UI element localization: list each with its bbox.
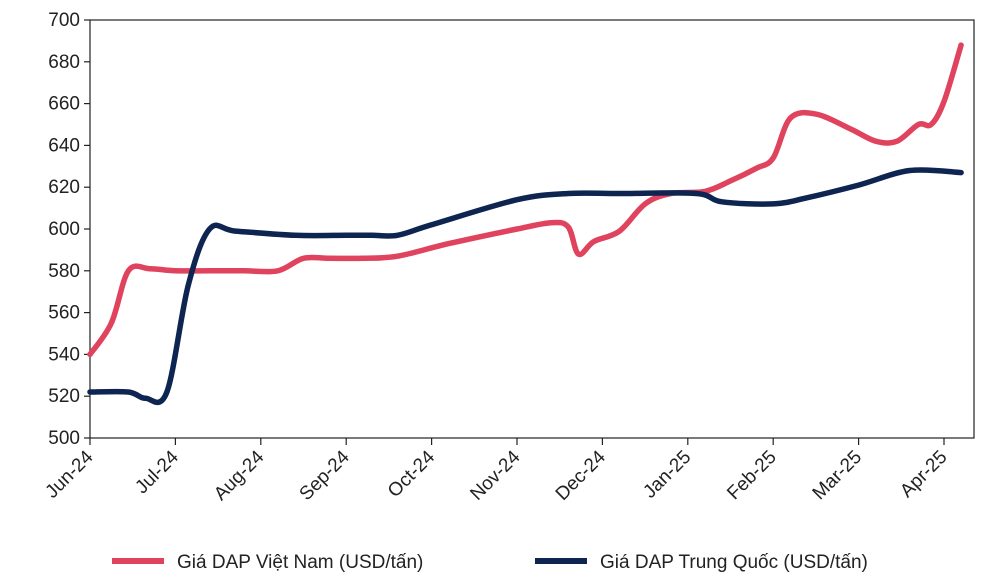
y-tick-label: 540 — [48, 344, 80, 365]
x-tick-label: Nov-24 — [466, 446, 524, 504]
x-tick-label: Jun-24 — [42, 446, 98, 502]
y-tick-label: 560 — [48, 303, 80, 324]
y-tick-label: 680 — [48, 52, 80, 73]
x-tick-label: Dec-24 — [552, 446, 610, 504]
y-tick-label: 640 — [48, 135, 80, 156]
y-tick-label: 620 — [48, 177, 80, 198]
series-line-vietnam — [87, 42, 964, 358]
y-axis: 500 520 540 560 580 600 620 640 660 680 700 — [48, 10, 90, 449]
x-tick-label: Aug-24 — [210, 446, 268, 504]
x-axis: Jun-24 Jul-24 Aug-24 Sep-24 Oct-24 Nov-24 Dec-… — [42, 438, 952, 505]
x-tick-label: Jan-25 — [639, 447, 695, 503]
x-tick-label: Jul-24 — [131, 446, 183, 498]
x-tick-label: Feb-25 — [723, 447, 780, 504]
y-tick-label: 660 — [48, 94, 80, 115]
series-line-china — [87, 167, 964, 406]
x-tick-label: Oct-24 — [384, 446, 439, 501]
legend: Giá DAP Việt Nam (USD/tấn) Giá DAP Trung… — [112, 552, 868, 573]
y-tick-label: 520 — [48, 386, 80, 407]
legend-label-vietnam: Giá DAP Việt Nam (USD/tấn) — [177, 552, 423, 573]
y-tick-label: 700 — [48, 10, 80, 31]
legend-label-china: Giá DAP Trung Quốc (USD/tấn) — [600, 552, 868, 573]
y-tick-label: 600 — [48, 219, 80, 240]
x-tick-label: Sep-24 — [296, 446, 354, 504]
y-tick-label: 500 — [48, 428, 80, 449]
series-layer — [87, 42, 964, 406]
x-tick-label: Apr-25 — [896, 447, 951, 502]
x-tick-label: Mar-25 — [809, 447, 866, 504]
y-tick-label: 580 — [48, 261, 80, 282]
